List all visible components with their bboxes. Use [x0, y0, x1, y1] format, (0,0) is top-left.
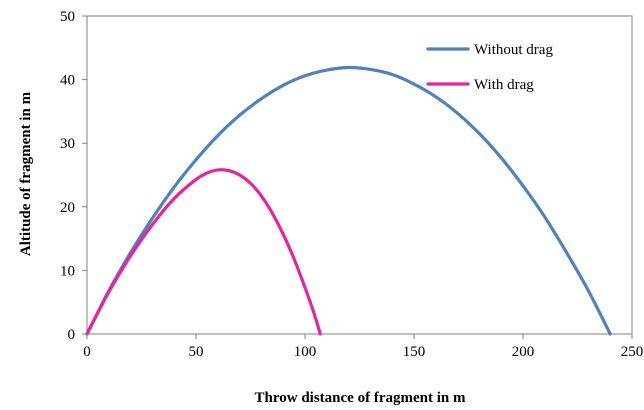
y-tick-label: 40: [60, 73, 75, 89]
plot-area: [86, 15, 633, 335]
x-tick-label: 0: [83, 344, 91, 360]
x-tick-label: 50: [189, 344, 204, 360]
y-tick-label: 30: [60, 136, 75, 152]
y-tick-label: 50: [60, 9, 75, 25]
series-line-with-drag: [85, 168, 322, 336]
x-tick-label: 150: [403, 344, 426, 360]
legend-label-without-drag: Without drag: [474, 42, 553, 58]
y-axis-title: Altitude of fragment in m: [18, 91, 34, 256]
x-tick-label: 200: [512, 344, 535, 360]
x-tick-label: 100: [294, 344, 317, 360]
y-tick-label: 20: [60, 200, 75, 216]
legend-label-with-drag: With drag: [474, 77, 534, 93]
x-axis-title: Throw distance of fragment in m: [255, 390, 466, 406]
series-line-without-drag: [85, 65, 612, 336]
y-tick-label: 0: [68, 327, 76, 343]
x-tick-label: 250: [621, 344, 644, 360]
y-tick-label: 10: [60, 263, 75, 279]
